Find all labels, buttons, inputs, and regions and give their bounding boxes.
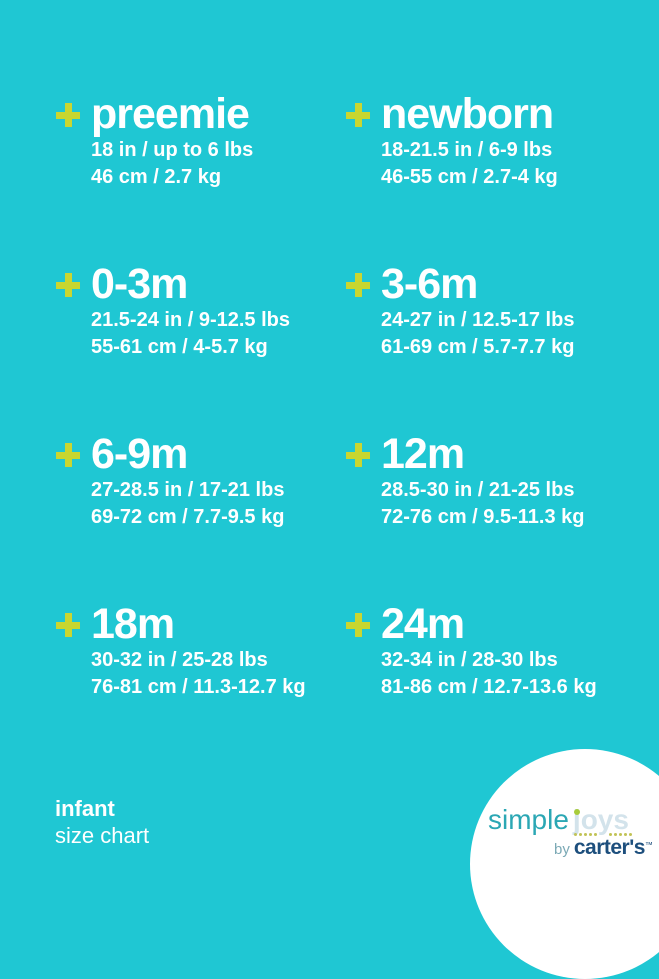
size-entry-text: 0-3m 21.5-24 in / 9-12.5 lbs 55-61 cm / … <box>91 263 290 361</box>
size-entry-3-6m: 3-6m 24-27 in / 12.5-17 lbs 61-69 cm / 5… <box>346 263 574 361</box>
dot-group <box>609 833 632 836</box>
size-entry-text: 18m 30-32 in / 25-28 lbs 76-81 cm / 11.3… <box>91 603 306 701</box>
size-metric: 69-72 cm / 7.7-9.5 kg <box>91 506 285 528</box>
size-label: newborn <box>381 90 554 138</box>
size-imperial: 28.5-30 in / 21-25 lbs <box>381 479 575 501</box>
logo-by-prefix: by <box>554 841 570 858</box>
plus-icon <box>346 103 370 127</box>
logo-dotted-underline-icon <box>574 833 632 836</box>
size-metric: 46 cm / 2.7 kg <box>91 166 222 188</box>
size-imperial: 32-34 in / 28-30 lbs <box>381 649 558 671</box>
plus-icon <box>56 613 80 637</box>
size-imperial: 18-21.5 in / 6-9 lbs <box>381 139 553 161</box>
size-entry-text: 24m 32-34 in / 28-30 lbs 81-86 cm / 12.7… <box>381 603 597 701</box>
plus-icon <box>56 443 80 467</box>
logo-byline: by carter's™ <box>554 836 653 860</box>
logo-word-simple: simple <box>488 804 569 835</box>
size-entry-12m: 12m 28.5-30 in / 21-25 lbs 72-76 cm / 9.… <box>346 433 584 531</box>
size-metric: 72-76 cm / 9.5-11.3 kg <box>381 506 585 528</box>
size-label: 3-6m <box>381 260 478 308</box>
plus-icon <box>346 273 370 297</box>
size-entry-24m: 24m 32-34 in / 28-30 lbs 81-86 cm / 12.7… <box>346 603 597 701</box>
size-metric: 76-81 cm / 11.3-12.7 kg <box>91 676 306 698</box>
size-metric: 81-86 cm / 12.7-13.6 kg <box>381 676 597 698</box>
size-imperial: 21.5-24 in / 9-12.5 lbs <box>91 309 290 331</box>
size-entry-6-9m: 6-9m 27-28.5 in / 17-21 lbs 69-72 cm / 7… <box>56 433 284 531</box>
size-entry-text: 12m 28.5-30 in / 21-25 lbs 72-76 cm / 9.… <box>381 433 584 531</box>
size-entry-text: preemie 18 in / up to 6 lbs 46 cm / 2.7 … <box>91 93 253 191</box>
size-imperial: 24-27 in / 12.5-17 lbs <box>381 309 575 331</box>
logo-word-joys: joys <box>572 804 629 835</box>
size-label: preemie <box>91 90 250 138</box>
size-imperial: 30-32 in / 25-28 lbs <box>91 649 268 671</box>
plus-icon <box>56 273 80 297</box>
dot-group <box>574 833 597 836</box>
size-label: 6-9m <box>91 430 188 478</box>
size-imperial: 18 in / up to 6 lbs <box>91 139 254 161</box>
trademark-symbol: ™ <box>644 840 653 850</box>
size-metric: 61-69 cm / 5.7-7.7 kg <box>381 336 575 358</box>
plus-icon <box>56 103 80 127</box>
logo-circle <box>470 749 659 979</box>
chart-category: infant <box>55 796 115 821</box>
size-entry-text: 3-6m 24-27 in / 12.5-17 lbs 61-69 cm / 5… <box>381 263 574 361</box>
size-metric: 46-55 cm / 2.7-4 kg <box>381 166 558 188</box>
plus-icon <box>346 613 370 637</box>
size-label: 12m <box>381 430 465 478</box>
size-entry-text: newborn 18-21.5 in / 6-9 lbs 46-55 cm / … <box>381 93 558 191</box>
size-imperial: 27-28.5 in / 17-21 lbs <box>91 479 285 501</box>
size-entry-18m: 18m 30-32 in / 25-28 lbs 76-81 cm / 11.3… <box>56 603 306 701</box>
size-label: 18m <box>91 600 175 648</box>
logo-j-dot-icon <box>573 809 580 815</box>
size-metric: 55-61 cm / 4-5.7 kg <box>91 336 268 358</box>
brand-logo: simple joys <box>488 804 629 836</box>
chart-subtitle: size chart <box>55 823 150 848</box>
size-label: 24m <box>381 600 465 648</box>
logo-brand-name: carter's <box>573 836 646 859</box>
size-entry-newborn: newborn 18-21.5 in / 6-9 lbs 46-55 cm / … <box>346 93 558 191</box>
plus-icon <box>346 443 370 467</box>
size-entry-0-3m: 0-3m 21.5-24 in / 9-12.5 lbs 55-61 cm / … <box>56 263 290 361</box>
size-entry-text: 6-9m 27-28.5 in / 17-21 lbs 69-72 cm / 7… <box>91 433 284 531</box>
size-entry-preemie: preemie 18 in / up to 6 lbs 46 cm / 2.7 … <box>56 93 253 191</box>
chart-footer: infant size chart <box>55 795 149 849</box>
size-label: 0-3m <box>91 260 188 308</box>
